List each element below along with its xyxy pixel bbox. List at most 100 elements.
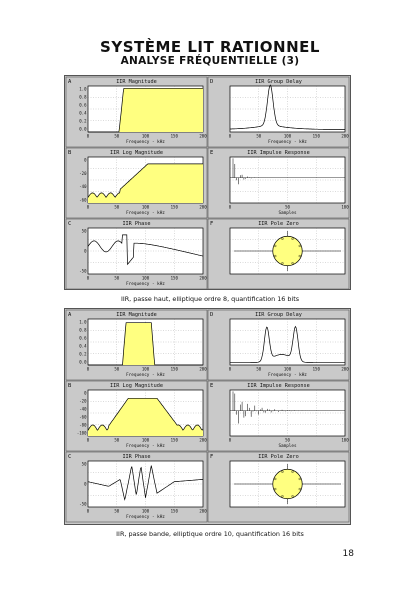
x-axis-label: Frequency - kHz xyxy=(126,514,165,520)
x-tick-label: 0 xyxy=(87,276,90,281)
panel-letter: C xyxy=(68,221,71,227)
plot-panel-pole_zero: F IIR Pole Zero xyxy=(207,451,350,523)
y-tick-label: -80 xyxy=(79,423,87,428)
x-tick-label: 0 xyxy=(87,134,90,139)
x-tick-label: 150 xyxy=(313,367,321,372)
x-axis-label: Samples xyxy=(278,443,297,449)
y-tick-label: -40 xyxy=(79,407,87,412)
x-tick-label: 0 xyxy=(87,438,90,443)
x-tick-label: 100 xyxy=(142,205,150,210)
x-tick-label: 0 xyxy=(87,509,90,514)
y-tick-label: 0 xyxy=(84,249,87,254)
x-tick-label: 50 xyxy=(256,367,261,372)
x-tick-label: 0 xyxy=(229,205,232,210)
x-tick-label: 50 xyxy=(256,134,261,139)
y-tick-label: 0.6 xyxy=(79,336,87,341)
zero-marker xyxy=(281,495,284,498)
plot-panel-magnitude: A IIR Magnitude 1.0 0.8 0.6 0.4 0.2 0.00 50 100 15… xyxy=(65,76,208,148)
panel-title: IIR Log Magnitude xyxy=(110,150,163,156)
response-curve xyxy=(87,397,204,431)
panel-title: IIR Group Delay xyxy=(255,79,302,85)
x-tick-label: 100 xyxy=(341,438,349,443)
panel-letter: C xyxy=(68,454,71,460)
x-tick-label: 150 xyxy=(171,438,179,443)
zero-marker xyxy=(274,254,277,258)
x-tick-label: 50 xyxy=(114,134,119,139)
y-tick-label: -40 xyxy=(79,184,87,189)
plot-panel-impulse: E IIR Impulse Response 0 50 100 Samples xyxy=(207,380,350,452)
plot-panel-magnitude: A IIR Magnitude 1.0 0.8 0.6 0.4 0.2 0.00 50 100 15… xyxy=(65,309,208,381)
panel-title: IIR Magnitude xyxy=(116,79,157,85)
panel-letter: D xyxy=(210,79,213,85)
panel-title: IIR Log Magnitude xyxy=(110,383,163,389)
figure-highpass: A IIR Magnitude 1.0 0.8 0.6 0.4 0.2 0.0 0 50 100 15… xyxy=(64,75,351,290)
zero-marker xyxy=(291,237,294,240)
page-title: SYSTÈME LIT RATIONNEL xyxy=(100,38,320,56)
panel-title: IIR Phase xyxy=(122,454,150,460)
plot-panel-pole_zero: F IIR Pole Zero xyxy=(207,218,350,290)
response-curve xyxy=(88,322,203,366)
y-tick-label: 0.8 xyxy=(79,328,87,333)
response-curve xyxy=(87,234,204,266)
panel-letter: B xyxy=(68,383,72,389)
x-tick-label: 100 xyxy=(284,134,292,139)
panel-letter: A xyxy=(68,79,72,85)
x-tick-label: 200 xyxy=(199,438,207,443)
panel-title: IIR Pole Zero xyxy=(258,454,299,460)
zero-marker xyxy=(298,487,301,491)
zero-marker xyxy=(274,477,277,481)
x-tick-label: 0 xyxy=(229,367,232,372)
figure-bandpass: A IIR Magnitude 1.0 0.8 0.6 0.4 0.2 0.0 0 50 100 15… xyxy=(64,308,351,525)
response-curve xyxy=(87,465,204,501)
figure-caption-highpass: IIR, passe haut, elliptique ordre 8, qua… xyxy=(120,295,300,303)
x-tick-label: 100 xyxy=(284,367,292,372)
x-tick-label: 150 xyxy=(171,205,179,210)
y-tick-label: 0.2 xyxy=(79,119,87,124)
x-tick-label: 200 xyxy=(341,367,349,372)
panel-title: IIR Group Delay xyxy=(255,312,302,318)
x-axis-label: Frequency - kHz xyxy=(126,210,165,216)
y-tick-label: -20 xyxy=(79,399,87,404)
x-tick-label: 50 xyxy=(285,205,290,210)
x-tick-label: 200 xyxy=(199,205,207,210)
y-tick-label: 0.8 xyxy=(79,95,87,100)
response-fill xyxy=(88,163,203,203)
plot-panel-impulse: E IIR Impulse Response 0 50 100 Samples xyxy=(207,147,350,219)
x-tick-label: 200 xyxy=(341,134,349,139)
x-tick-label: 100 xyxy=(142,134,150,139)
plot-panel-group_delay: D IIR Group Delay 0 50 100 150 200 Frequency - … xyxy=(207,309,350,381)
zero-marker xyxy=(291,470,294,473)
response-fill xyxy=(88,322,203,365)
zero-marker xyxy=(281,262,284,265)
y-tick-label: 0.6 xyxy=(79,103,87,108)
zero-marker xyxy=(274,244,277,248)
x-axis-label: Samples xyxy=(278,210,297,216)
y-tick-label: 0 xyxy=(84,391,87,396)
x-axis-label: Frequency - kHz xyxy=(126,139,165,145)
zero-marker xyxy=(298,244,301,248)
page-subtitle: ANALYSE FRÉQUENTIELLE (3) xyxy=(120,55,300,67)
panel-title: IIR Impulse Response xyxy=(247,383,309,389)
response-curve xyxy=(230,84,345,130)
y-tick-label: 0.4 xyxy=(79,344,87,349)
panel-letter: E xyxy=(210,383,213,389)
x-tick-label: 50 xyxy=(114,438,119,443)
y-tick-label: -20 xyxy=(79,171,87,176)
x-tick-label: 200 xyxy=(199,134,207,139)
x-tick-label: 0 xyxy=(87,205,90,210)
x-tick-label: 200 xyxy=(199,276,207,281)
panel-letter: B xyxy=(68,150,72,156)
y-tick-label: 50 xyxy=(82,229,87,234)
panel-letter: F xyxy=(210,221,213,227)
y-tick-label: 0 xyxy=(84,482,87,487)
panel-title: IIR Impulse Response xyxy=(247,150,309,156)
zero-marker xyxy=(291,495,294,498)
page-number: 18 xyxy=(342,549,354,559)
x-tick-label: 0 xyxy=(87,367,90,372)
y-tick-label: 0 xyxy=(84,158,87,163)
y-tick-label: 0.4 xyxy=(79,111,87,116)
